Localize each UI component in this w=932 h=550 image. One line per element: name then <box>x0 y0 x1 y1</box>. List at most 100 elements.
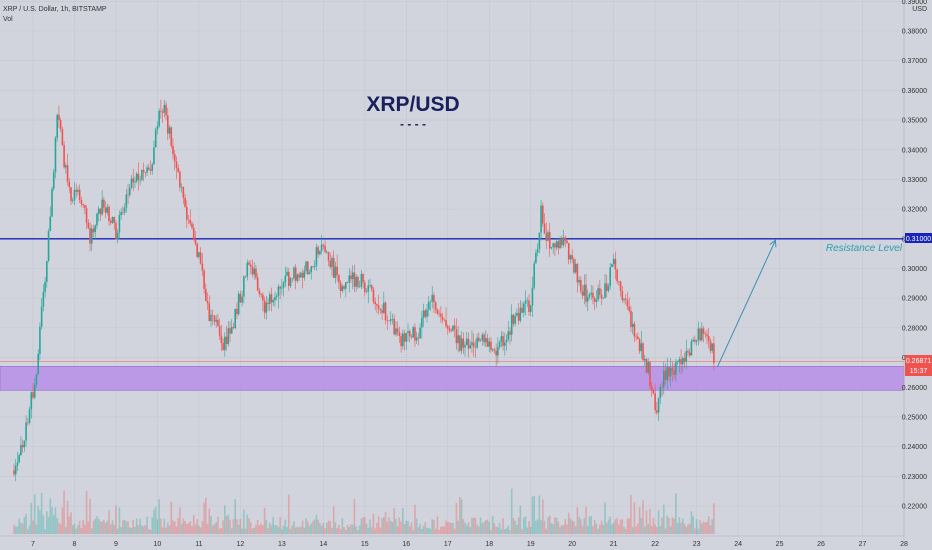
volume-bar-352 <box>621 519 624 534</box>
candle-body-37 <box>77 189 79 192</box>
candle-body-58 <box>113 216 116 223</box>
volume-bar-176 <box>317 519 319 534</box>
candle-body-110 <box>203 270 205 289</box>
volume-bar-56 <box>109 524 112 534</box>
candle-body-262 <box>465 338 468 345</box>
x-tick-label-11: 18 <box>485 541 493 548</box>
volume-bar-31 <box>66 500 69 534</box>
volume-bar-136 <box>248 518 250 534</box>
candle-body-188 <box>338 275 340 283</box>
candle-body-103 <box>191 223 193 228</box>
volume-bar-241 <box>429 528 432 534</box>
candle-body-140 <box>255 268 257 278</box>
candle-body-151 <box>274 297 276 301</box>
candle-body-364 <box>642 343 644 361</box>
volume-bar-171 <box>308 525 311 534</box>
volume-bar-45 <box>90 528 93 534</box>
candle-body-378 <box>666 367 669 380</box>
candle-body-404 <box>711 343 713 351</box>
volume-bar-14 <box>37 505 39 534</box>
candle-body-324 <box>573 259 575 273</box>
candle-body-375 <box>661 386 663 388</box>
volume-bar-152 <box>275 525 278 534</box>
candle-body-278 <box>493 349 496 351</box>
candle-body-105 <box>194 239 197 244</box>
candle-body-124 <box>227 328 230 345</box>
volume-bar-162 <box>293 521 295 534</box>
y-tick-label-3: 0.36000 <box>902 88 927 95</box>
candle-body-178 <box>320 244 323 252</box>
volume-bar-280 <box>497 527 499 534</box>
volume-bar-124 <box>227 514 230 534</box>
candle-body-66 <box>127 194 129 196</box>
volume-bar-366 <box>645 510 648 534</box>
candle-body-183 <box>329 260 332 268</box>
candle-body-138 <box>251 266 254 275</box>
candle-body-338 <box>597 288 599 300</box>
volume-bar-387 <box>681 518 684 534</box>
candle-body-34 <box>71 200 74 202</box>
candle-body-83 <box>156 126 159 130</box>
volume-bar-138 <box>251 528 254 534</box>
candle-body-294 <box>521 307 523 313</box>
projection-arrow[interactable] <box>716 240 776 368</box>
candle-body-168 <box>303 270 306 278</box>
volume-bar-337 <box>595 523 598 534</box>
volume-bar-369 <box>650 525 653 534</box>
volume-bar-135 <box>246 514 249 534</box>
candle-body-266 <box>472 342 475 347</box>
volume-bar-104 <box>192 514 195 534</box>
volume-bar-401 <box>706 521 708 534</box>
volume-bar-234 <box>417 527 420 534</box>
volume-bar-244 <box>434 528 437 534</box>
volume-bar-197 <box>353 498 356 534</box>
volume-bar-113 <box>208 508 211 534</box>
volume-bar-3 <box>18 518 20 534</box>
volume-bar-182 <box>327 520 330 534</box>
candle-body-15 <box>39 326 41 354</box>
volume-bar-312 <box>552 524 554 534</box>
volume-bar-301 <box>533 496 535 534</box>
volume-bar-268 <box>476 524 478 534</box>
candle-body-81 <box>153 147 155 165</box>
volume-bar-218 <box>389 520 392 534</box>
volume-bar-172 <box>310 523 313 534</box>
candle-body-63 <box>122 212 124 213</box>
volume-bar-319 <box>564 518 567 534</box>
x-tick-label-13: 20 <box>568 541 576 548</box>
volume-bar-343 <box>605 522 608 534</box>
candle-body-238 <box>424 310 427 317</box>
volume-bar-15 <box>39 510 41 534</box>
candle-body-0 <box>13 470 15 475</box>
candle-body-349 <box>616 269 618 282</box>
volume-bar-279 <box>495 526 497 534</box>
volume-bar-236 <box>421 529 423 534</box>
candle-body-221 <box>395 328 397 335</box>
candle-body-159 <box>287 271 290 286</box>
volume-bar-157 <box>284 519 287 534</box>
volume-bar-7 <box>25 513 27 534</box>
candle-body-14 <box>37 353 39 375</box>
volume-bar-212 <box>379 527 382 534</box>
x-axis[interactable]: 7 8 9 10 11 12 13 14 15 16 17 18 19 20 21 22 23 24 25 26 27 2… <box>0 535 908 548</box>
candle-body-233 <box>415 337 418 341</box>
volume-bar-193 <box>346 525 349 534</box>
volume-bar-179 <box>322 523 325 534</box>
volume-bar-388 <box>683 523 686 534</box>
volume-bar-353 <box>623 526 625 534</box>
candle-body-199 <box>357 276 359 287</box>
support-zone[interactable] <box>0 366 905 391</box>
volume-bar-371 <box>654 524 656 534</box>
volume-bar-224 <box>400 521 402 534</box>
candle-body-197 <box>353 272 356 287</box>
volume-bar-36 <box>75 528 78 534</box>
candle-body-96 <box>179 171 181 188</box>
volume-bar-149 <box>270 525 273 534</box>
candle-body-264 <box>469 345 472 349</box>
candle-body-177 <box>319 251 321 255</box>
volume-bar-341 <box>602 524 605 534</box>
volume-bar-90 <box>168 525 171 534</box>
y-axis[interactable]: 0.39000 0.38000 0.37000 0.36000 0.35000 0.340… <box>902 0 927 540</box>
candle-body-118 <box>217 319 219 326</box>
